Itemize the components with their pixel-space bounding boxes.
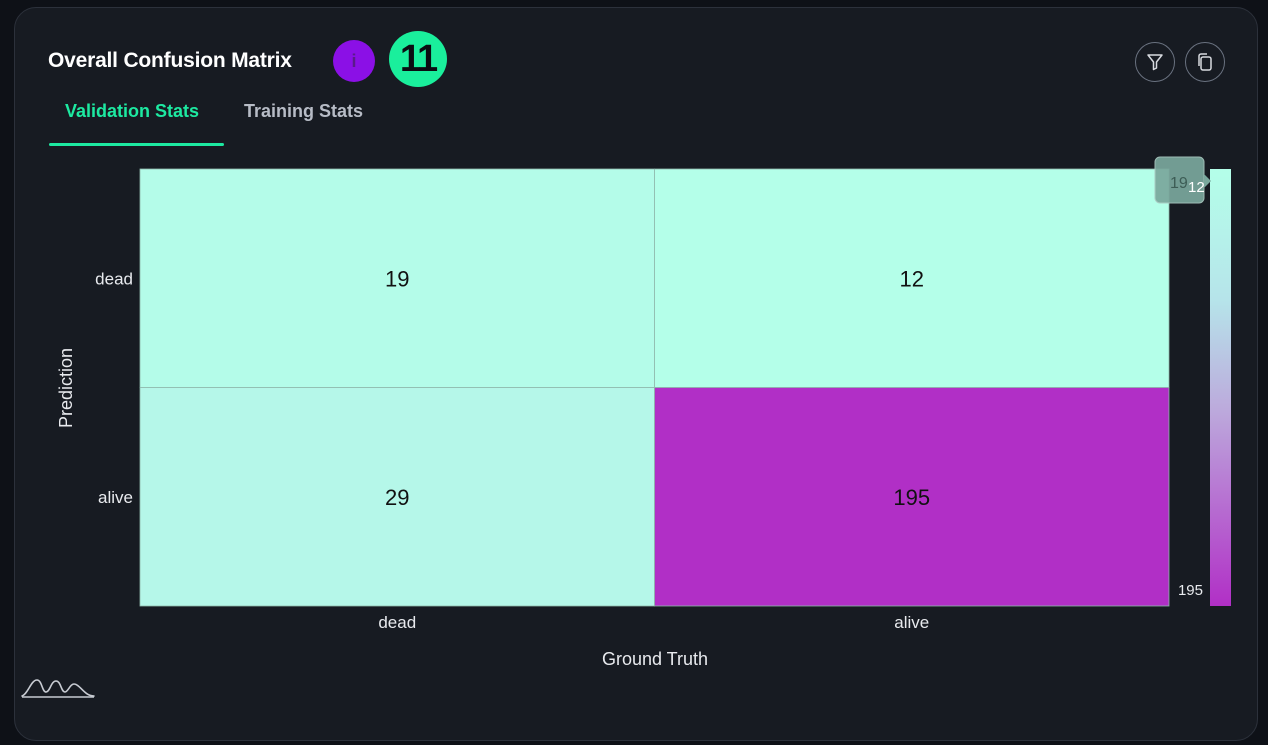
info-icon[interactable]: i: [333, 40, 375, 82]
cell-value-label: 195: [893, 485, 930, 510]
cell-value-label: 19: [385, 266, 409, 291]
heatmap-cell[interactable]: [139, 168, 655, 388]
colorbar: [1210, 169, 1231, 606]
y-tick-label: dead: [95, 269, 133, 288]
colorbar-min-label: 12: [1188, 179, 1205, 196]
colorbar-max-label: 195: [1178, 582, 1203, 599]
heatmap-cell[interactable]: [139, 387, 655, 607]
active-tab-indicator: [49, 143, 224, 146]
y-axis-label: Prediction: [56, 348, 76, 428]
copy-icon: [1198, 53, 1212, 71]
colorbar-tooltip: 19 12: [1154, 156, 1211, 204]
x-tick-label: dead: [378, 613, 416, 632]
chart-title: Overall Confusion Matrix: [48, 49, 292, 72]
heatmap-cell[interactable]: [654, 387, 1170, 607]
heatmap-cell[interactable]: [654, 168, 1170, 388]
cell-value-label: 29: [385, 485, 409, 510]
filter-button[interactable]: [1135, 42, 1175, 82]
step-badge: 11: [389, 31, 447, 87]
colorbar-tooltip-value: 19: [1170, 175, 1188, 192]
cell-value-label: 12: [900, 266, 924, 291]
tab-training-stats[interactable]: Training Stats: [244, 101, 364, 121]
copy-button[interactable]: [1185, 42, 1225, 82]
filter-icon: [1147, 54, 1163, 71]
x-tick-label: alive: [894, 613, 929, 632]
y-tick-label: alive: [98, 488, 133, 507]
x-axis-label: Ground Truth: [602, 649, 708, 669]
waveform-logo-icon: [21, 679, 95, 698]
tab-validation-stats[interactable]: Validation Stats: [65, 101, 200, 121]
